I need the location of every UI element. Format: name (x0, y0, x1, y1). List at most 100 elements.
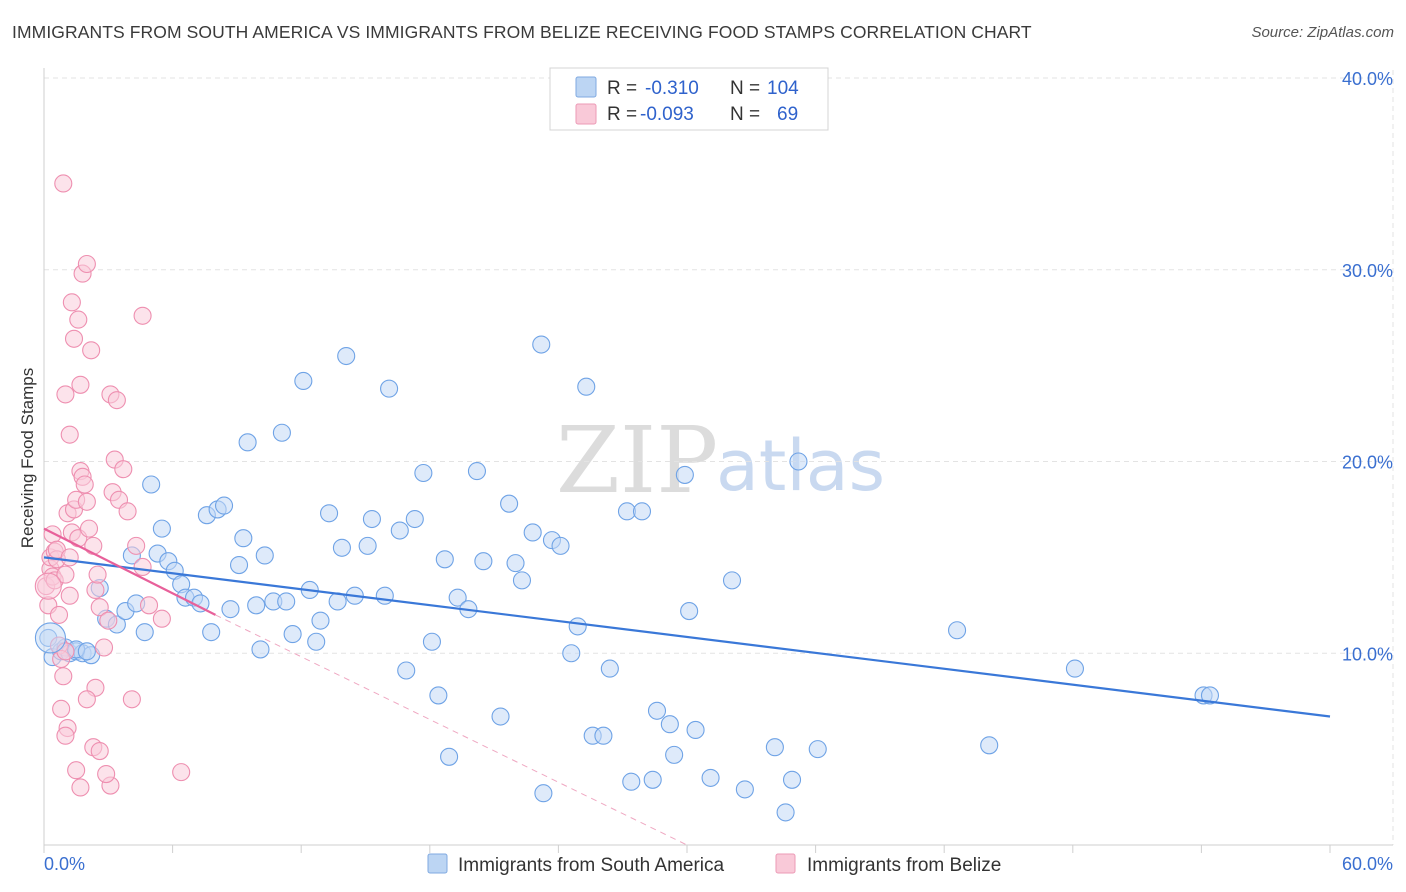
trend-line-south-america (43, 556, 1331, 718)
data-point-south-america (380, 379, 399, 398)
data-point-belize (54, 667, 73, 686)
data-point-south-america (135, 623, 154, 642)
data-point-south-america (808, 740, 827, 759)
data-point-belize (54, 174, 73, 193)
data-point-south-america (600, 659, 619, 678)
data-point-south-america (577, 377, 596, 396)
data-point-belize (114, 460, 133, 479)
data-point-belize (56, 565, 75, 584)
data-point-south-america (647, 701, 667, 720)
data-point-belize (71, 375, 90, 394)
data-point-south-america (686, 720, 705, 740)
trend-line-belize-extended (215, 614, 688, 846)
data-point-south-america (405, 509, 424, 529)
data-point-belize (97, 765, 116, 784)
data-point-belize (152, 609, 171, 628)
data-point-south-america (422, 632, 441, 651)
data-point-south-america (722, 571, 742, 590)
legend-swatch-belize (575, 103, 597, 125)
data-point-south-america (283, 625, 302, 644)
data-point-south-america (474, 552, 493, 571)
data-point-south-america (617, 502, 637, 521)
legend-n-value-1: 104 (767, 78, 799, 99)
trend-lines (43, 527, 1331, 846)
correlation-legend: R = -0.310 N = 104 R = -0.093 N = 69 (549, 67, 829, 131)
bottom-legend-swatch-belize (775, 853, 796, 874)
bottom-legend-label-belize: Immigrants from Belize (807, 855, 1001, 876)
data-point-belize (62, 293, 81, 312)
data-point-south-america (632, 502, 652, 521)
data-point-belize (77, 690, 96, 709)
data-point-south-america (622, 772, 641, 791)
y-tick-label: 30.0% (1342, 261, 1393, 281)
legend-r-value-1: -0.310 (645, 78, 699, 99)
data-point-south-america (320, 504, 339, 523)
data-point-south-america (782, 770, 802, 789)
data-point-belize (69, 310, 88, 329)
data-point-south-america (562, 644, 581, 663)
series-legend: Immigrants from South America Immigrants… (427, 853, 1001, 876)
data-point-south-america (643, 770, 662, 789)
source-credit: Source: ZipAtlas.com (1251, 24, 1394, 41)
data-point-belize (67, 761, 86, 780)
data-point-belize (94, 638, 114, 657)
data-point-belize (139, 596, 159, 615)
data-point-south-america (523, 523, 542, 542)
data-point-belize (127, 536, 146, 555)
legend-swatch-south-america (575, 76, 597, 98)
data-point-belize (99, 611, 118, 630)
data-point-south-america (701, 768, 720, 787)
data-point-south-america (358, 536, 377, 555)
data-point-south-america (534, 784, 553, 803)
data-point-south-america (77, 642, 96, 661)
x-tick-labels: 0.0% 60.0% (44, 854, 1393, 874)
data-point-belize (107, 391, 126, 410)
data-point-south-america (390, 521, 409, 540)
data-point-south-america (435, 550, 454, 569)
bottom-legend-label-south-america: Immigrants from South America (458, 855, 725, 876)
data-point-south-america (568, 617, 587, 636)
y-tick-label: 40.0% (1342, 69, 1393, 89)
data-point-south-america (680, 602, 699, 621)
data-point-belize (60, 586, 79, 605)
data-point-south-america (214, 496, 234, 515)
data-point-south-america (491, 707, 510, 726)
data-point-south-america (1065, 659, 1084, 678)
data-point-south-america (665, 745, 684, 764)
data-point-south-america (594, 726, 613, 745)
data-point-south-america (375, 586, 394, 605)
data-point-belize (49, 605, 69, 624)
data-point-belize (82, 341, 101, 360)
data-point-belize (133, 557, 152, 577)
data-point-belize (90, 741, 109, 761)
data-point-belize (60, 548, 79, 567)
data-point-belize (43, 525, 62, 544)
data-point-belize (77, 492, 96, 511)
data-point-belize (77, 254, 96, 274)
data-point-south-america (311, 611, 330, 630)
data-point-belize (84, 536, 103, 555)
data-point-south-america (247, 596, 266, 615)
data-point-belize (60, 425, 79, 444)
data-point-belize (56, 726, 75, 745)
data-point-south-america (34, 622, 66, 654)
chart-title: IMMIGRANTS FROM SOUTH AMERICA VS IMMIGRA… (12, 22, 1032, 42)
data-point-belize (133, 306, 152, 325)
gridlines (44, 70, 1394, 845)
data-point-south-america (307, 632, 326, 651)
data-point-south-america (948, 621, 967, 640)
data-point-south-america (414, 463, 433, 483)
legend-r-label-1: R = (607, 78, 637, 99)
data-point-south-america (506, 554, 525, 573)
data-point-belize (64, 329, 84, 348)
data-point-south-america (229, 555, 249, 575)
data-point-south-america (735, 780, 754, 799)
data-point-belize (88, 565, 107, 584)
data-point-south-america (448, 588, 467, 607)
watermark-zip: ZIP (556, 407, 718, 514)
data-point-south-america (675, 465, 694, 484)
data-point-south-america (251, 640, 270, 659)
legend-n-value-2: 69 (777, 104, 798, 125)
data-point-belize (75, 475, 94, 494)
